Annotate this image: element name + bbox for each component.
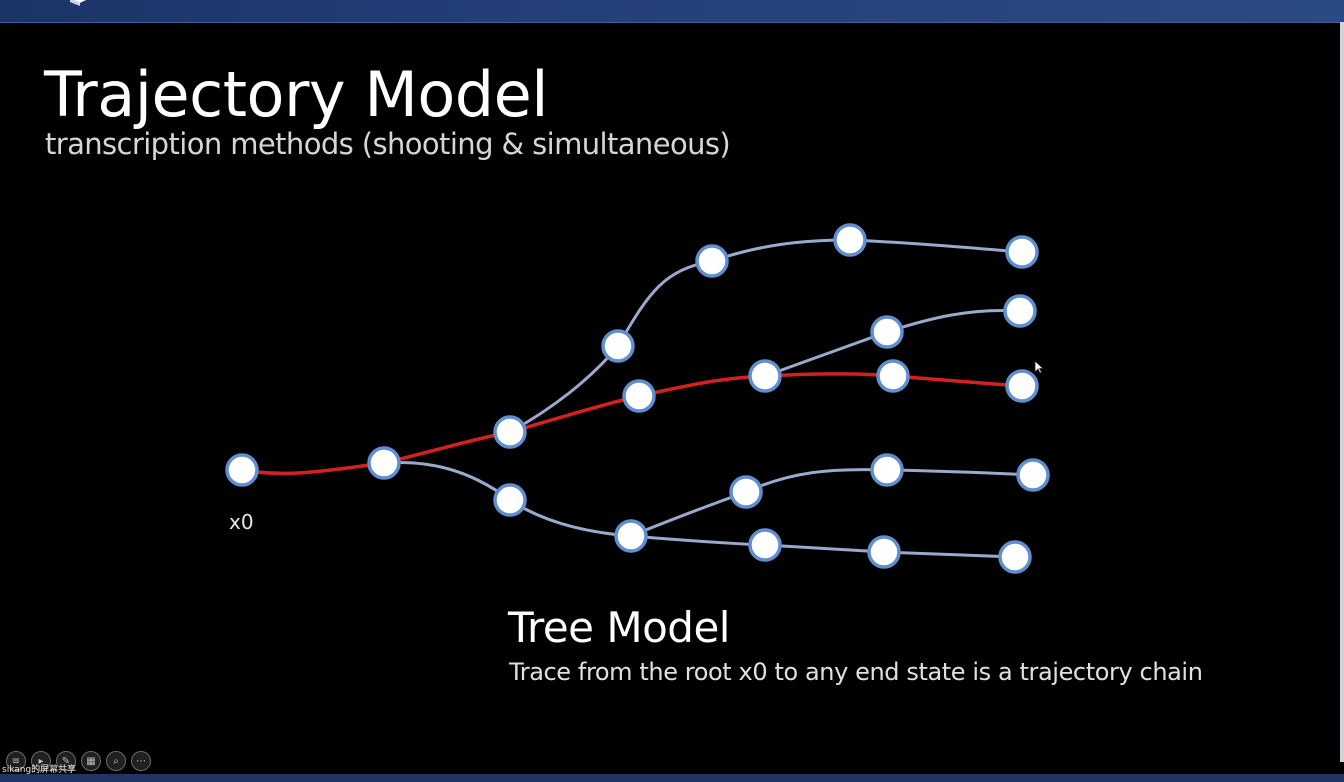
branch-edge: [882, 550, 1017, 559]
window-edge: [1340, 22, 1344, 762]
branch-edge: [744, 468, 889, 494]
branch-edge: [629, 534, 767, 547]
list-icon[interactable]: ≡: [6, 751, 26, 771]
bottom-taskbar-strip: [0, 774, 1344, 782]
tree-node: [601, 329, 635, 363]
end-node: [1005, 369, 1039, 403]
tree-model-caption: Trace from the root x0 to any end state …: [509, 658, 1203, 686]
presentation-toolbar: ≡ ▸ ✎ ▦ ⌕ ⋯: [6, 750, 151, 772]
branch-edge: [848, 238, 1024, 254]
tree-node: [614, 519, 648, 553]
tree-node: [493, 415, 527, 449]
branch-edge: [629, 490, 748, 538]
logo-icon: [70, 0, 86, 6]
slide-title: Trajectory Model: [44, 58, 548, 131]
end-node: [998, 540, 1032, 574]
tree-node: [695, 244, 729, 278]
tree-node: [833, 223, 867, 257]
tree-node: [870, 315, 904, 349]
mouse-cursor-icon: [1034, 360, 1044, 374]
play-icon[interactable]: ▸: [31, 751, 51, 771]
tree-node: [867, 535, 901, 569]
tree-node: [748, 528, 782, 562]
branch-lines: [382, 238, 1035, 559]
pen-icon[interactable]: ✎: [56, 751, 76, 771]
root-node: [225, 453, 259, 487]
zoom-icon[interactable]: ⌕: [106, 751, 126, 771]
branch-edge: [616, 259, 714, 348]
tree-node: [870, 453, 904, 487]
tree-node: [748, 359, 782, 393]
more-icon[interactable]: ⋯: [131, 751, 151, 771]
tree-node: [729, 475, 763, 509]
grid-icon[interactable]: ▦: [81, 751, 101, 771]
screen-share-status: sikang的屏幕共享: [2, 765, 77, 775]
branch-edge: [885, 468, 1035, 477]
tree-node: [493, 483, 527, 517]
branch-edge: [508, 344, 620, 434]
tree-node: [367, 446, 401, 480]
end-node: [1003, 294, 1037, 328]
slide-subtitle: transcription methods (shooting & simult…: [45, 127, 731, 161]
top-header-bar: [0, 0, 1344, 23]
end-node: [1005, 235, 1039, 269]
branch-edge: [508, 498, 633, 538]
branch-edge: [382, 461, 512, 502]
branch-edge: [763, 543, 886, 554]
tree-nodes: [225, 223, 1050, 574]
tree-model-title: Tree Model: [508, 603, 730, 652]
branch-edge: [763, 330, 889, 378]
branch-edge: [885, 309, 1022, 334]
root-node-label: x0: [229, 510, 254, 534]
end-node: [1016, 458, 1050, 492]
tree-node: [876, 359, 910, 393]
tree-node: [622, 379, 656, 413]
branch-edge: [710, 238, 852, 263]
